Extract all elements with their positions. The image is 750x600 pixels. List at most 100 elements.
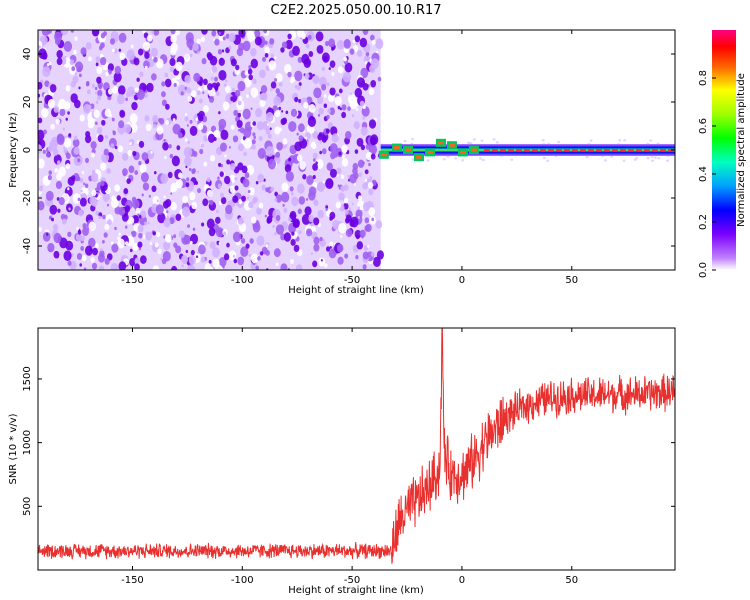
noise-blob: [138, 247, 142, 251]
noise-blob: [46, 63, 50, 67]
noise-blob: [192, 151, 198, 158]
noise-blob: [157, 212, 166, 224]
noise-blob: [308, 103, 316, 113]
noise-blob: [58, 166, 67, 177]
noise-blob: [203, 161, 208, 167]
noise-blob: [343, 197, 349, 204]
noise-blob: [58, 197, 65, 206]
noise-blob: [131, 196, 137, 203]
noise-blob: [233, 258, 238, 264]
noise-blob: [167, 171, 173, 179]
top-x-ticks: -150 -100 -50 0 50: [121, 30, 578, 286]
noise-blob: [200, 36, 206, 43]
noise-blob: [118, 206, 126, 216]
noise-blob: [343, 39, 351, 49]
noise-blob: [281, 110, 284, 113]
noise-blob: [185, 182, 190, 188]
noise-blob: [275, 88, 280, 94]
noise-blob: [341, 154, 345, 159]
noise-blob: [77, 158, 81, 163]
noise-blob: [126, 178, 131, 185]
noise-blob: [112, 86, 118, 94]
noise-blob: [183, 53, 191, 63]
noise-blob: [251, 144, 256, 150]
noise-blob: [152, 114, 159, 123]
noise-blob: [331, 46, 335, 51]
noise-blob: [130, 44, 134, 49]
faint-blob: [467, 141, 471, 144]
noise-blob: [164, 234, 172, 243]
noise-blob: [63, 40, 73, 52]
noise-blob: [366, 244, 370, 248]
noise-blob: [184, 113, 188, 116]
noise-blob: [217, 183, 222, 189]
noise-blob: [111, 48, 115, 53]
noise-blob: [196, 90, 201, 96]
noise-blob: [308, 50, 314, 58]
noise-blob: [321, 108, 324, 112]
noise-blob: [327, 122, 333, 129]
noise-blob: [144, 65, 148, 70]
noise-blob: [53, 105, 60, 113]
noise-blob: [351, 114, 355, 118]
noise-blob: [52, 223, 59, 231]
noise-blob: [182, 195, 189, 204]
noise-blob: [211, 30, 217, 37]
top-x-tick-label: 0: [459, 275, 465, 286]
noise-blob: [337, 65, 344, 74]
noise-blob: [230, 124, 235, 130]
noise-blob: [259, 99, 266, 108]
noise-blob: [321, 135, 327, 143]
noise-blob: [289, 186, 294, 192]
noise-blob: [261, 246, 268, 255]
noise-blob: [137, 241, 143, 248]
noise-blob: [150, 47, 158, 58]
noise-blob: [99, 57, 107, 66]
noise-blob: [138, 161, 142, 166]
noise-blob: [170, 182, 178, 192]
noise-blob: [306, 175, 314, 185]
noise-blob: [326, 82, 330, 87]
noise-blob: [328, 67, 331, 71]
noise-blob: [206, 218, 215, 229]
noise-blob: [319, 150, 323, 155]
noise-blob: [323, 94, 327, 98]
noise-blob: [325, 128, 330, 134]
noise-blob: [97, 134, 104, 143]
noise-blob: [176, 145, 181, 151]
noise-blob: [359, 100, 365, 107]
faint-blob: [472, 138, 476, 141]
faint-blob: [541, 139, 545, 142]
noise-blob: [202, 78, 208, 86]
noise-blob: [169, 58, 176, 67]
noise-blob: [293, 244, 300, 253]
top-x-tick-label: 50: [565, 275, 578, 286]
noise-blob: [85, 42, 92, 50]
noise-blob: [252, 121, 257, 126]
noise-blob: [67, 111, 70, 115]
noise-blob: [248, 187, 255, 196]
noise-blob: [296, 85, 302, 91]
noise-blob: [51, 217, 55, 222]
noise-blob: [113, 71, 122, 83]
noise-blob: [125, 241, 129, 246]
noise-blob: [236, 120, 243, 128]
noise-blob: [317, 133, 323, 141]
noise-blob: [359, 37, 368, 48]
noise-blob: [62, 218, 67, 225]
noise-blob: [53, 250, 60, 259]
noise-blob: [111, 117, 115, 122]
noise-blob: [76, 176, 81, 182]
noise-blob: [160, 91, 166, 98]
noise-blob: [330, 152, 336, 160]
noise-blob: [247, 189, 251, 194]
noise-blob: [139, 71, 144, 78]
noise-blob: [247, 68, 253, 75]
noise-blob: [71, 66, 76, 72]
noise-blob: [132, 150, 137, 157]
noise-blob: [47, 242, 55, 253]
noise-blob: [56, 160, 61, 166]
noise-blob: [162, 200, 170, 209]
noise-blob: [222, 265, 225, 269]
noise-blob: [301, 53, 310, 65]
